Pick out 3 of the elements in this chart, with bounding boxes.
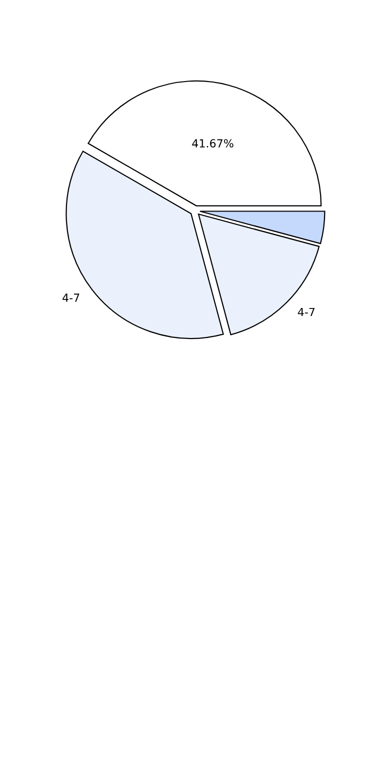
slice-label: 4-7 — [298, 308, 315, 316]
data-label: 41.67% — [192, 139, 234, 148]
slice-label: 4-7 — [62, 294, 80, 302]
